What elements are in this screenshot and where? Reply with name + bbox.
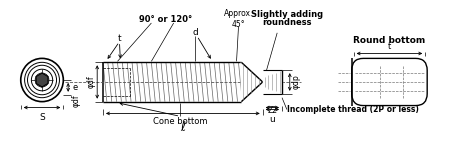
Text: Slightly adding: Slightly adding (251, 10, 323, 19)
FancyBboxPatch shape (352, 58, 427, 106)
Text: e: e (72, 83, 77, 92)
Polygon shape (263, 70, 282, 94)
Text: S: S (39, 113, 45, 122)
Text: φdf: φdf (72, 95, 81, 107)
Text: Incomplete thread (2P or less): Incomplete thread (2P or less) (287, 105, 419, 114)
Polygon shape (241, 62, 263, 102)
Text: u: u (270, 115, 275, 124)
Text: 90° or 120°: 90° or 120° (140, 15, 193, 24)
Text: Z2: Z2 (267, 106, 277, 115)
Polygon shape (36, 73, 48, 87)
Text: φdf: φdf (86, 76, 95, 88)
Polygon shape (103, 62, 241, 102)
Text: t: t (117, 34, 121, 43)
Text: roundness: roundness (262, 18, 311, 27)
Text: ℓ: ℓ (180, 121, 185, 134)
Text: d: d (192, 28, 198, 37)
Text: Round bottom: Round bottom (353, 36, 426, 45)
Text: Approx.
45°: Approx. 45° (224, 9, 253, 29)
Text: Cone bottom: Cone bottom (153, 117, 207, 126)
Text: φdp: φdp (292, 75, 301, 89)
Text: t: t (388, 42, 391, 51)
